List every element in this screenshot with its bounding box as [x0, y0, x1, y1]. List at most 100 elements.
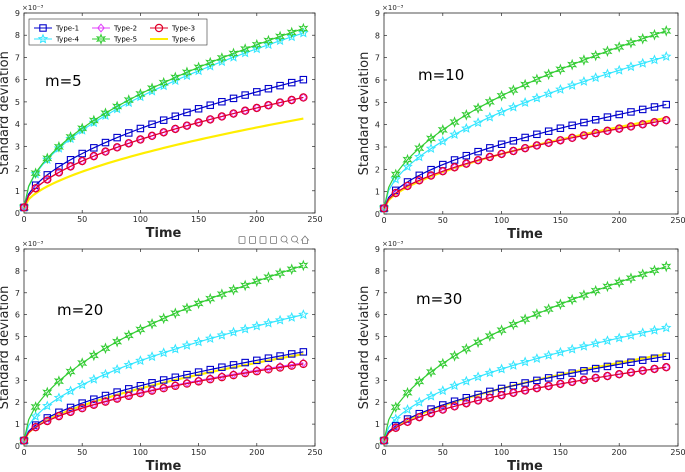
- marker-square: [509, 137, 518, 145]
- marker-star: [496, 324, 507, 336]
- marker-circle: [473, 396, 483, 405]
- chart-panel-4: 0 50 100 150 200 250 0 1 2 3 4 5 6 7 8 9×10⁻³ Time Standa…: [357, 240, 685, 472]
- marker-star: [425, 143, 437, 154]
- marker-star: [555, 83, 566, 94]
- marker-circle: [299, 93, 308, 102]
- legend-label: Type-5: [113, 36, 137, 44]
- marker-square: [556, 371, 565, 380]
- marker-square: [415, 171, 424, 180]
- marker-circle: [591, 128, 600, 138]
- marker-circle: [112, 394, 122, 403]
- marker-star: [275, 267, 286, 280]
- marker-star: [298, 309, 309, 320]
- marker-star: [216, 329, 228, 340]
- legend-label: Type-6: [171, 36, 196, 44]
- marker-circle: [662, 363, 671, 372]
- series-type-4: [378, 322, 672, 445]
- marker-star: [251, 275, 262, 288]
- marker-star: [449, 116, 460, 128]
- y-tick-label: 6: [15, 76, 20, 85]
- marker-square: [403, 178, 412, 186]
- marker-star: [578, 289, 589, 301]
- marker-star: [390, 401, 401, 414]
- marker-star: [77, 122, 88, 135]
- series-type-5: [378, 25, 672, 215]
- series-line: [23, 314, 304, 441]
- marker-circle: [194, 377, 203, 386]
- marker-star: [193, 297, 204, 310]
- marker-circle: [66, 162, 75, 171]
- marker-circle: [650, 118, 659, 127]
- marker-square: [439, 401, 447, 409]
- marker-star: [578, 75, 590, 86]
- marker-star: [298, 22, 309, 35]
- marker-circle: [509, 388, 518, 397]
- home-shape: [300, 235, 310, 244]
- marker-star: [661, 51, 672, 62]
- marker-circle: [240, 106, 250, 115]
- marker-star: [263, 271, 274, 284]
- marker-circle: [66, 407, 75, 417]
- marker-circle: [229, 109, 238, 118]
- pin-icon: [249, 236, 256, 244]
- marker-star: [95, 33, 107, 45]
- marker-square: [276, 352, 284, 360]
- pan-icon: [270, 236, 277, 244]
- marker-star: [625, 272, 637, 285]
- marker-star: [53, 392, 65, 403]
- marker-star: [461, 122, 472, 133]
- marker-circle: [159, 128, 168, 137]
- marker-star: [543, 349, 554, 360]
- marker-circle: [264, 365, 273, 374]
- series-line: [383, 55, 667, 209]
- marker-star: [414, 151, 425, 162]
- marker-star: [543, 68, 554, 81]
- marker-star: [88, 349, 99, 362]
- marker-square: [580, 118, 588, 127]
- marker-square: [568, 369, 576, 377]
- marker-star: [578, 54, 589, 66]
- y-tick-label: 8: [15, 267, 20, 276]
- marker-circle: [217, 112, 227, 121]
- y-tick-label: 0: [15, 442, 20, 451]
- marker-square: [148, 120, 156, 128]
- y-axis-label: Standard deviation: [0, 51, 12, 175]
- marker-star: [484, 95, 495, 108]
- marker-star: [112, 100, 123, 113]
- x-tick-label: 100: [494, 448, 509, 457]
- marker-circle: [31, 422, 40, 432]
- pin-icon-shape: [249, 236, 256, 244]
- y-tick-label: 5: [15, 333, 20, 342]
- marker-star: [425, 390, 437, 401]
- marker-circle: [101, 397, 110, 406]
- legend-label: Type-4: [55, 36, 80, 44]
- marker-circle: [43, 175, 52, 184]
- marker-circle: [662, 115, 671, 125]
- series-line: [23, 27, 304, 208]
- marker-circle: [147, 386, 157, 395]
- marker-star: [65, 365, 76, 378]
- x-tick-label: 50: [438, 448, 448, 457]
- marker-circle: [579, 131, 589, 140]
- marker-star: [649, 54, 660, 65]
- y-tick-label: 0: [375, 210, 380, 219]
- marker-square: [287, 350, 296, 358]
- zoom-out-icon-lens: [291, 235, 298, 243]
- marker-circle: [182, 121, 192, 130]
- marker-circle: [591, 373, 600, 383]
- marker-circle: [509, 146, 518, 156]
- marker-star: [590, 49, 601, 62]
- y-axis-label: Standard deviation: [357, 286, 372, 410]
- marker-square: [241, 91, 249, 99]
- marker-star: [520, 78, 531, 91]
- x-tick-label: 100: [494, 216, 509, 225]
- marker-square: [615, 110, 623, 119]
- marker-diamond: [183, 378, 191, 388]
- marker-circle: [497, 391, 506, 400]
- chart-panel-2: 0 50 100 150 200 250 0 1 2 3 4 5 6 7 8 9×10⁻³ Time Standa…: [357, 4, 685, 242]
- marker-circle: [497, 149, 506, 159]
- marker-square: [580, 367, 588, 375]
- marker-star: [437, 124, 448, 136]
- marker-star: [135, 88, 146, 100]
- marker-circle: [171, 381, 180, 391]
